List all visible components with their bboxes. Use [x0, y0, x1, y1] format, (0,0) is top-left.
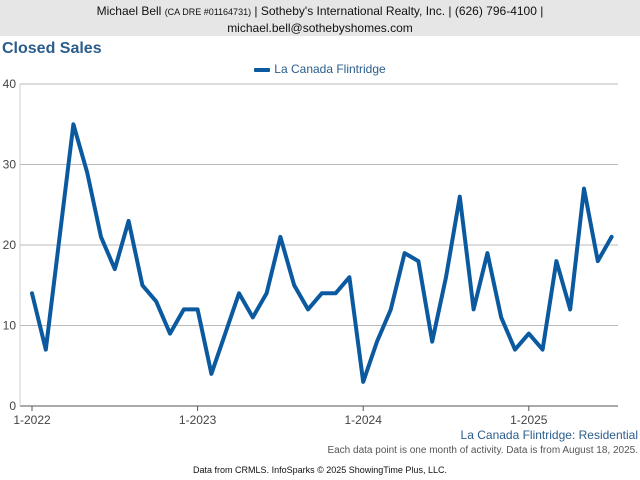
- x-tick-label: 1-2022: [13, 413, 51, 427]
- legend-swatch: [254, 67, 271, 72]
- agent-company-phone: | Sotheby's International Realty, Inc. |…: [254, 4, 544, 18]
- chart-legend: La Canada Flintridge: [0, 62, 640, 76]
- y-tick-label: 0: [9, 399, 16, 413]
- x-tick-label: 1-2025: [510, 413, 548, 427]
- chart-title: Closed Sales: [2, 40, 102, 57]
- y-tick-label: 40: [3, 77, 17, 91]
- agent-header: Michael Bell (CA DRE #01164731) | Sotheb…: [0, 0, 640, 36]
- data-note: Each data point is one month of activity…: [327, 445, 638, 456]
- agent-license: (CA DRE #01164731): [164, 7, 252, 17]
- x-tick-label: 1-2023: [179, 413, 217, 427]
- source-footer: Data from CRMLS. InfoSparks © 2025 Showi…: [193, 465, 447, 475]
- y-tick-label: 10: [3, 319, 17, 333]
- series-line: [30, 122, 614, 384]
- y-tick-label: 30: [3, 158, 17, 172]
- series-caption: La Canada Flintridge: Residential: [460, 428, 638, 442]
- agent-name: Michael Bell: [96, 4, 162, 18]
- y-tick-label: 20: [3, 238, 17, 252]
- legend-label: La Canada Flintridge: [274, 62, 386, 76]
- agent-email[interactable]: michael.bell@sothebyshomes.com: [227, 21, 413, 35]
- x-tick-label: 1-2024: [345, 413, 383, 427]
